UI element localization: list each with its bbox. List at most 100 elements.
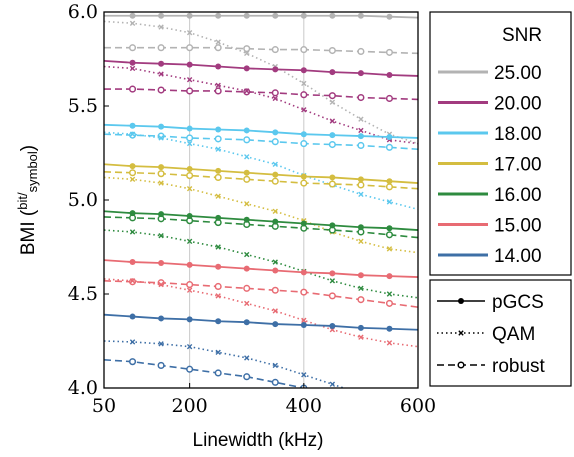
data-point-pgcs — [129, 259, 136, 266]
data-point-pgcs — [158, 164, 165, 171]
data-point-pgcs — [272, 66, 279, 73]
data-point-qam — [129, 339, 136, 345]
data-point-pgcs — [272, 321, 279, 328]
data-point-qam — [329, 278, 336, 284]
data-point-pgcs — [272, 129, 279, 136]
data-point-robust — [385, 299, 394, 307]
x-tick-label: 50 — [92, 395, 116, 417]
data-point-robust — [214, 282, 222, 291]
data-point-pgcs — [386, 273, 393, 280]
data-point-robust — [300, 140, 308, 148]
series-line-snr-18.00-pgcs — [104, 123, 418, 139]
data-point-robust — [300, 179, 308, 187]
legend-style-marker — [458, 298, 464, 304]
data-point-robust — [243, 45, 251, 53]
y-axis-label-close: ) — [18, 145, 39, 151]
data-point-pgcs — [357, 70, 364, 77]
data-point-qam — [244, 201, 250, 207]
y-tick-label: 5.0 — [68, 189, 98, 211]
data-point-pgcs — [243, 65, 250, 72]
data-point-pgcs — [272, 267, 279, 274]
data-point-pgcs — [329, 222, 336, 229]
data-point-pgcs — [272, 171, 279, 178]
y-axis-label-slash: / — [15, 192, 30, 196]
data-point-robust — [186, 365, 194, 373]
data-point-pgcs — [215, 263, 222, 270]
data-point-pgcs — [386, 325, 393, 332]
series-line-snr-16.00-pgcs — [104, 210, 418, 231]
legend-snr-label: 14.00 — [494, 246, 542, 267]
data-point-robust — [328, 46, 336, 55]
data-point-pgcs — [329, 270, 336, 277]
data-point-pgcs — [186, 316, 193, 323]
data-point-robust — [328, 140, 336, 149]
data-point-pgcs — [215, 167, 222, 174]
data-point-qam — [244, 300, 250, 307]
data-point-qam — [329, 118, 336, 124]
data-point-robust — [186, 87, 194, 95]
series-layer — [104, 12, 418, 395]
data-point-pgcs — [243, 265, 250, 272]
data-point-pgcs — [329, 174, 336, 181]
data-point-pgcs — [186, 61, 193, 68]
data-point-robust — [357, 47, 365, 56]
data-point-robust — [128, 358, 137, 366]
data-point-pgcs — [357, 324, 364, 331]
data-point-pgcs — [186, 125, 193, 132]
y-tick-label: 4.5 — [68, 283, 98, 305]
data-point-robust — [128, 44, 137, 52]
data-point-pgcs — [300, 12, 307, 19]
data-point-qam — [272, 308, 278, 314]
data-point-qam — [244, 154, 250, 160]
data-point-qam — [158, 341, 164, 347]
data-point-robust — [186, 44, 194, 52]
data-point-pgcs — [243, 216, 250, 223]
data-point-pgcs — [357, 176, 364, 183]
data-point-pgcs — [300, 131, 307, 138]
data-point-robust — [271, 46, 279, 54]
data-point-qam — [386, 246, 393, 252]
legend-style-label: pGCS — [492, 292, 544, 313]
series-line-snr-25.00-qam — [104, 20, 418, 145]
data-point-qam — [215, 244, 221, 250]
y-axis-label: BMI (bit/symbol) — [15, 145, 40, 255]
data-point-pgcs — [186, 165, 193, 172]
data-point-pgcs — [329, 12, 336, 19]
data-point-pgcs — [243, 319, 250, 326]
data-point-qam — [358, 238, 364, 245]
data-point-qam — [386, 291, 393, 297]
legend-snr-label: 18.00 — [494, 124, 542, 145]
series-line-snr-18.00-qam — [104, 131, 418, 211]
data-point-pgcs — [386, 134, 393, 141]
data-point-qam — [244, 88, 250, 94]
series-line-snr-17.00-pgcs — [104, 163, 418, 184]
data-point-pgcs — [329, 132, 336, 139]
data-point-qam — [158, 71, 164, 77]
data-point-robust — [128, 169, 137, 177]
series-line-snr-14.00-robust — [104, 359, 308, 388]
data-point-qam — [272, 259, 278, 265]
data-point-pgcs — [158, 12, 165, 19]
data-point-qam — [215, 39, 221, 45]
data-point-pgcs — [186, 12, 193, 19]
legend-snr-label: 20.00 — [494, 94, 542, 115]
legend-snr-label: 16.00 — [494, 185, 542, 206]
series-line-snr-16.00-robust — [104, 216, 418, 239]
data-point-pgcs — [215, 63, 222, 70]
data-point-qam — [358, 116, 364, 122]
data-point-qam — [215, 193, 221, 199]
data-point-robust — [300, 91, 308, 99]
data-point-qam — [158, 180, 164, 186]
data-point-qam — [272, 95, 278, 102]
data-point-pgcs — [300, 220, 307, 227]
data-point-pgcs — [129, 59, 136, 66]
data-point-qam — [301, 317, 307, 324]
data-point-qam — [129, 278, 136, 284]
series-line-snr-15.00-robust — [104, 280, 418, 308]
data-point-robust — [328, 92, 336, 100]
data-point-robust — [357, 296, 365, 304]
data-point-qam — [129, 65, 136, 72]
data-point-pgcs — [158, 60, 165, 67]
data-point-qam — [158, 135, 164, 141]
data-point-qam — [359, 391, 363, 395]
